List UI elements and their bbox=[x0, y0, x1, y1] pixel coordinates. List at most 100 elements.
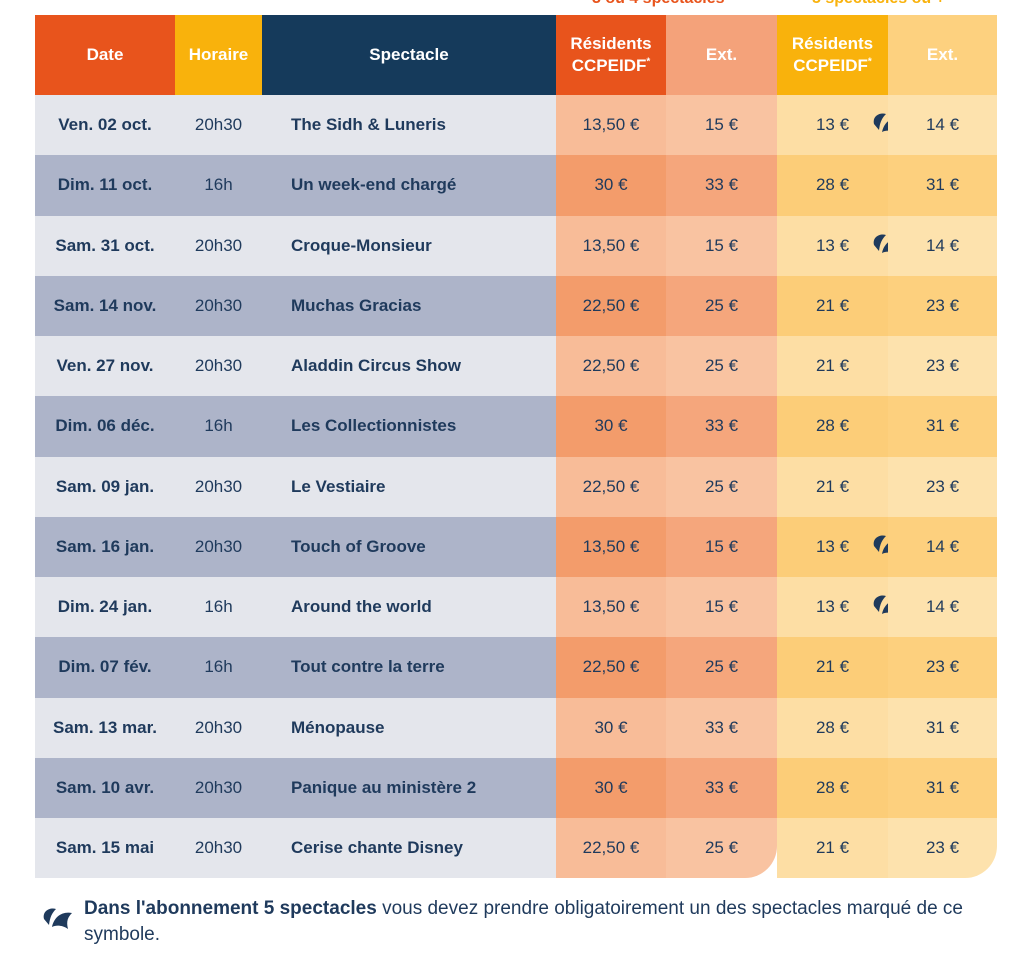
time-cell: 20h30 bbox=[175, 697, 262, 758]
show-cell: Le Vestiaire bbox=[262, 456, 556, 517]
price-cell: 28 € bbox=[777, 697, 888, 758]
price-cell: 15 € bbox=[666, 516, 777, 577]
header-cell: Résidents CCPEIDF* bbox=[556, 15, 666, 95]
date-cell: Sam. 15 mai bbox=[35, 818, 175, 879]
footnote-bold: Dans l'abonnement 5 spectacles bbox=[84, 898, 377, 919]
header-cell: Spectacle bbox=[262, 15, 556, 95]
time-cell: 16h bbox=[175, 396, 262, 457]
price-cell: 25 € bbox=[666, 336, 777, 397]
show-cell: Ménopause bbox=[262, 697, 556, 758]
time-cell: 20h30 bbox=[175, 275, 262, 336]
price-cell: 25 € bbox=[666, 456, 777, 517]
time-cell: 20h30 bbox=[175, 215, 262, 276]
price-cell: 14 € bbox=[888, 577, 997, 638]
price-cell: 22,50 € bbox=[556, 818, 666, 879]
header-line: CCPEIDF* bbox=[793, 56, 872, 75]
price-cell: 30 € bbox=[556, 757, 666, 818]
price-cell: 21 € bbox=[777, 275, 888, 336]
time-cell: 20h30 bbox=[175, 336, 262, 397]
price-cell: 23 € bbox=[888, 818, 997, 879]
price-cell: 15 € bbox=[666, 215, 777, 276]
price-cell: 14 € bbox=[888, 95, 997, 156]
date-cell: Sam. 31 oct. bbox=[35, 215, 175, 276]
header-line: Résidents bbox=[570, 34, 652, 53]
price-cell: 14 € bbox=[888, 215, 997, 276]
price-cell: 30 € bbox=[556, 155, 666, 216]
price-cell: 31 € bbox=[888, 155, 997, 216]
price-cell: 33 € bbox=[666, 697, 777, 758]
time-cell: 20h30 bbox=[175, 757, 262, 818]
time-cell: 16h bbox=[175, 577, 262, 638]
price-cell: 22,50 € bbox=[556, 456, 666, 517]
price-cell: 28 € bbox=[777, 396, 888, 457]
header-line: CCPEIDF* bbox=[571, 56, 651, 75]
date-cell: Ven. 02 oct. bbox=[35, 95, 175, 156]
date-cell: Sam. 09 jan. bbox=[35, 456, 175, 517]
date-cell: Sam. 14 nov. bbox=[35, 275, 175, 336]
show-cell: The Sidh & Luneris bbox=[262, 95, 556, 156]
price-cell: 15 € bbox=[666, 577, 777, 638]
time-cell: 20h30 bbox=[175, 818, 262, 879]
header-cell: Résidents CCPEIDF* bbox=[777, 15, 888, 95]
date-cell: Sam. 16 jan. bbox=[35, 516, 175, 577]
show-cell: Tout contre la terre bbox=[262, 637, 556, 698]
header-cell: Ext. bbox=[666, 15, 777, 95]
price-cell: 22,50 € bbox=[556, 275, 666, 336]
price-cell: 25 € bbox=[666, 637, 777, 698]
header-asterisk: * bbox=[646, 56, 651, 68]
show-cell: Croque-Monsieur bbox=[262, 215, 556, 276]
group-label: 5 spectacles ou + bbox=[812, 0, 945, 8]
time-cell: 20h30 bbox=[175, 95, 262, 156]
price-cell: 33 € bbox=[666, 396, 777, 457]
price-cell: 33 € bbox=[666, 757, 777, 818]
date-cell: Sam. 10 avr. bbox=[35, 757, 175, 818]
symbol-icon bbox=[43, 908, 72, 929]
price-cell: 31 € bbox=[888, 697, 997, 758]
show-cell: Around the world bbox=[262, 577, 556, 638]
date-cell: Dim. 11 oct. bbox=[35, 155, 175, 216]
time-cell: 16h bbox=[175, 637, 262, 698]
time-cell: 20h30 bbox=[175, 456, 262, 517]
price-cell: 31 € bbox=[888, 757, 997, 818]
header-asterisk: * bbox=[867, 56, 872, 68]
price-cell: 33 € bbox=[666, 155, 777, 216]
footnote-text: vous devez prendre obligatoirement un de… bbox=[84, 898, 963, 945]
show-cell: Aladdin Circus Show bbox=[262, 336, 556, 397]
price-cell: 13,50 € bbox=[556, 215, 666, 276]
header-cell: Date bbox=[35, 15, 175, 95]
header-cell: Horaire bbox=[175, 15, 262, 95]
price-cell: 21 € bbox=[777, 456, 888, 517]
show-cell: Les Collectionnistes bbox=[262, 396, 556, 457]
price-cell: 21 € bbox=[777, 336, 888, 397]
price-cell: 31 € bbox=[888, 396, 997, 457]
price-cell: 23 € bbox=[888, 456, 997, 517]
price-cell: 30 € bbox=[556, 697, 666, 758]
date-cell: Sam. 13 mar. bbox=[35, 697, 175, 758]
time-cell: 20h30 bbox=[175, 516, 262, 577]
price-cell: 22,50 € bbox=[556, 637, 666, 698]
show-cell: Cerise chante Disney bbox=[262, 818, 556, 879]
price-cell: 23 € bbox=[888, 275, 997, 336]
price-cell: 28 € bbox=[777, 155, 888, 216]
group-label: 3 ou 4 spectacles bbox=[592, 0, 725, 8]
date-cell: Dim. 07 fév. bbox=[35, 637, 175, 698]
show-cell: Touch of Groove bbox=[262, 516, 556, 577]
price-cell: 13,50 € bbox=[556, 577, 666, 638]
show-cell: Muchas Gracias bbox=[262, 275, 556, 336]
price-cell: 30 € bbox=[556, 396, 666, 457]
price-cell: 13 € bbox=[777, 577, 902, 638]
price-cell: 23 € bbox=[888, 336, 997, 397]
price-cell: 25 € bbox=[666, 275, 777, 336]
price-cell: 14 € bbox=[888, 516, 997, 577]
header-line: Résidents bbox=[791, 34, 874, 53]
price-cell: 13 € bbox=[777, 516, 902, 577]
price-cell: 13,50 € bbox=[556, 516, 666, 577]
price-cell: 21 € bbox=[777, 818, 888, 879]
date-cell: Dim. 24 jan. bbox=[35, 577, 175, 638]
date-cell: Ven. 27 nov. bbox=[35, 336, 175, 397]
price-cell: 22,50 € bbox=[556, 336, 666, 397]
price-cell: 13,50 € bbox=[556, 95, 666, 156]
price-cell: 23 € bbox=[888, 637, 997, 698]
footnote: Dans l'abonnement 5 spectacles vous deve… bbox=[84, 896, 984, 948]
